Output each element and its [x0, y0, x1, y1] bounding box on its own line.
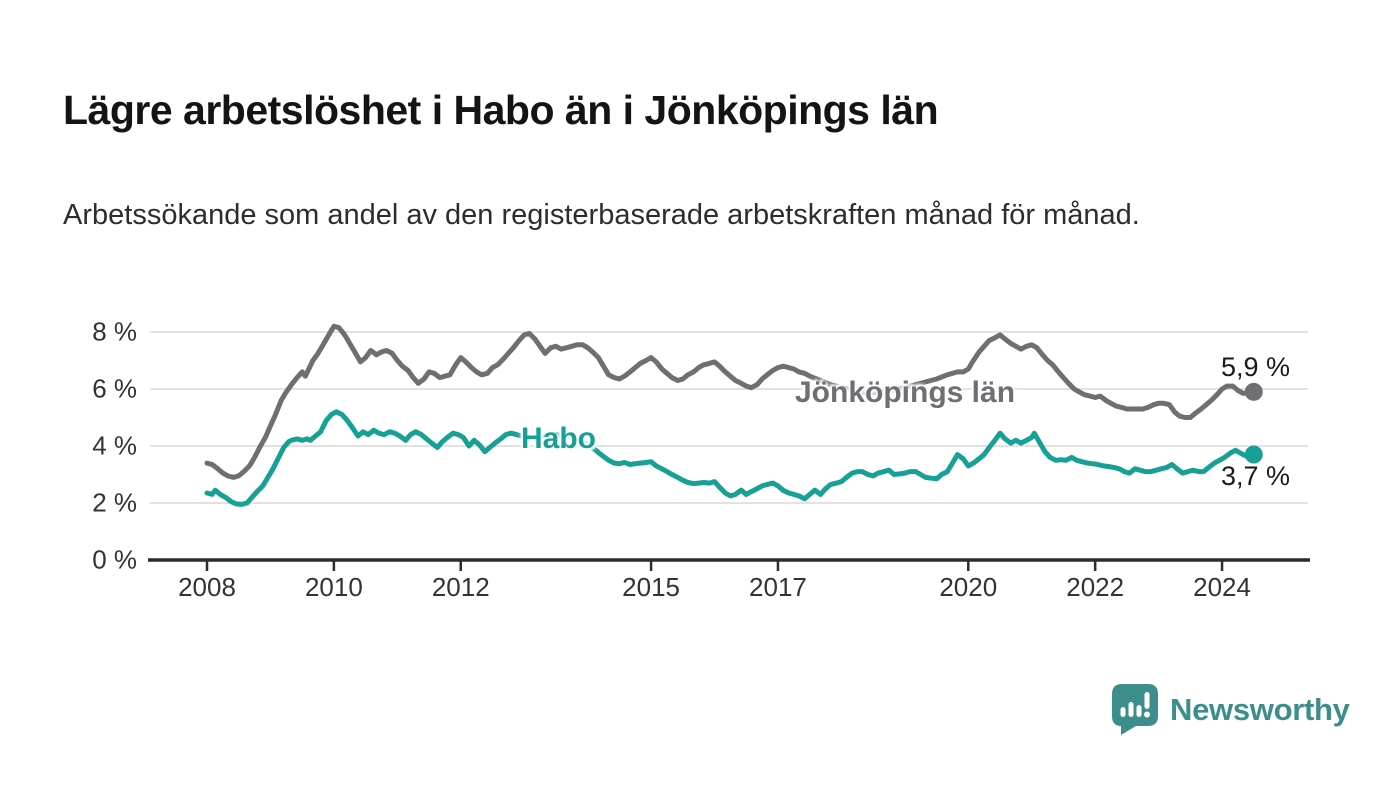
y-tick-label: 2 % [92, 487, 137, 518]
x-tick-label: 2015 [622, 572, 680, 602]
series-label-jonkopings-lan: Jönköpings län [795, 376, 1016, 409]
x-tick-label: 2012 [431, 572, 490, 602]
x-tick-label: 2008 [178, 572, 236, 602]
x-tick-label: 2020 [939, 572, 998, 602]
x-tick-label: 2010 [304, 572, 363, 602]
page-title: Lägre arbetslöshet i Habo än i Jönköping… [63, 87, 939, 134]
x-tick-label: 2024 [1193, 572, 1251, 602]
newsworthy-brand-text: Newsworthy [1170, 691, 1350, 727]
y-tick-label: 8 % [92, 316, 137, 347]
series-line-jonkopings-lan [204, 323, 1257, 480]
series-label-habo: Habo [521, 422, 596, 455]
y-tick-label: 0 % [92, 544, 137, 575]
end-value-label-habo: 3,7 % [1221, 461, 1291, 491]
x-tick-label: 2017 [749, 572, 807, 602]
newsworthy-logo-icon [1112, 684, 1158, 735]
end-value-label-jonkopings-lan: 5,9 % [1221, 352, 1291, 382]
x-tick-label: 2022 [1066, 572, 1125, 602]
chart-subtitle: Arbetssökande som andel av den registerb… [63, 199, 1140, 231]
newsworthy-brand: Newsworthy [1112, 684, 1350, 735]
series-end-dot-habo [1244, 445, 1263, 464]
series-end-dot-jonkopings-lan [1244, 382, 1263, 401]
series-line-habo [204, 409, 1257, 507]
y-tick-label: 6 % [92, 373, 137, 404]
y-tick-label: 4 % [92, 430, 137, 461]
